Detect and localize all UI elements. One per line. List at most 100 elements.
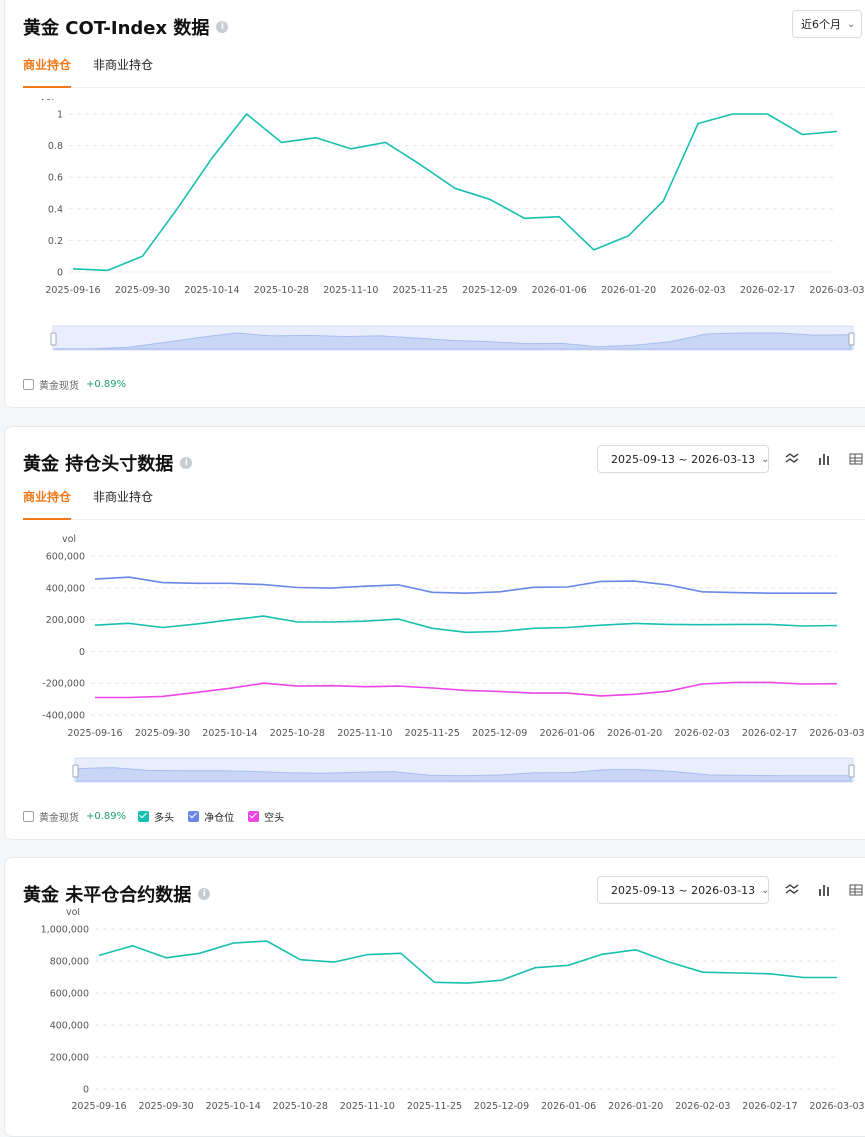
net-checkbox[interactable] xyxy=(188,811,200,822)
positions-card: 黄金 持仓头寸数据 i 2025-09-13 ~ 2026-03-13 ⌄ 商业… xyxy=(4,426,865,840)
cot-index-title-text: 黄金 COT-Index 数据 xyxy=(23,18,210,39)
positions-chart: -400,000 -200,000 0 200,000 400,000 600,000 vo… xyxy=(42,534,864,739)
x-tick-label: 2025-11-10 xyxy=(337,728,392,739)
long-checkbox[interactable] xyxy=(138,811,150,822)
date-range-picker[interactable]: 2025-09-13 ~ 2026-03-13 ⌄ xyxy=(597,445,769,473)
x-tick-label: 2025-12-09 xyxy=(472,728,527,739)
positions-zoom-slider[interactable] xyxy=(5,757,865,791)
period-select-label: 近6个月 xyxy=(801,18,841,31)
y-axis-label: vol xyxy=(40,99,54,103)
x-tick-label: 2025-10-28 xyxy=(254,285,309,296)
x-tick-label: 2026-02-03 xyxy=(675,1101,730,1112)
cot-index-title: 黄金 COT-Index 数据 i xyxy=(23,14,229,40)
info-icon[interactable]: i xyxy=(216,21,229,33)
open-interest-chart: 0 200,000 400,000 600,000 800,000 1,000,000 vo… xyxy=(41,908,865,1112)
line-chart-icon[interactable] xyxy=(784,451,800,467)
spot-checkbox[interactable] xyxy=(23,379,34,390)
tab-commercial[interactable]: 商业持仓 xyxy=(23,487,72,520)
spot-change: +0.89% xyxy=(86,811,127,822)
y-tick-label: 1,000,000 xyxy=(41,925,89,936)
long-legend-label: 多头 xyxy=(154,813,175,824)
x-tick-label: 2025-10-28 xyxy=(273,1101,328,1112)
x-tick-label: 2026-02-17 xyxy=(740,285,795,296)
table-icon[interactable] xyxy=(848,882,864,898)
x-tick-label: 2026-02-17 xyxy=(742,728,797,739)
table-icon[interactable] xyxy=(848,451,864,467)
slider-handle-left[interactable] xyxy=(72,764,79,778)
x-tick-label: 2025-11-25 xyxy=(405,728,460,739)
x-tick-label: 2025-12-09 xyxy=(462,285,517,296)
y-tick-label: -200,000 xyxy=(42,679,85,690)
series-line-series-0[interactable] xyxy=(72,113,838,272)
x-tick-label: 2026-01-20 xyxy=(608,1101,663,1112)
x-tick-label: 2025-12-09 xyxy=(474,1101,529,1112)
positions-legend: 黄金现货 +0.89% 多头 净仓位 空头 xyxy=(23,809,298,824)
date-range-text: 2025-09-13 ~ 2026-03-13 xyxy=(611,883,756,897)
x-tick-label: 2025-11-25 xyxy=(407,1101,462,1112)
y-tick-label: 0.2 xyxy=(48,236,63,247)
x-tick-label: 2025-11-10 xyxy=(340,1101,395,1112)
y-tick-label: 400,000 xyxy=(46,583,85,594)
y-tick-label: 200,000 xyxy=(46,615,85,626)
y-tick-label: 0.8 xyxy=(48,141,63,152)
cot-legend: 黄金现货 +0.89% xyxy=(23,377,138,392)
x-tick-label: 2026-03-03 xyxy=(809,285,864,296)
spot-label: 黄金现货 xyxy=(39,381,79,392)
x-tick-label: 2025-10-14 xyxy=(206,1101,261,1112)
bar-chart-icon[interactable] xyxy=(816,882,832,898)
x-tick-label: 2026-01-20 xyxy=(607,728,662,739)
series-line-空头[interactable] xyxy=(95,681,838,699)
slider-handle-left[interactable] xyxy=(50,332,57,346)
net-legend-label: 净仓位 xyxy=(204,813,235,824)
short-checkbox[interactable] xyxy=(248,811,260,822)
x-tick-label: 2025-10-14 xyxy=(202,728,257,739)
cot-index-card: 黄金 COT-Index 数据 i 近6个月 ⌄ 商业持仓 非商业持仓 0 0.2… xyxy=(4,0,865,408)
y-tick-label: 1 xyxy=(57,110,63,121)
tab-noncommercial[interactable]: 非商业持仓 xyxy=(93,58,154,72)
y-tick-label: 200,000 xyxy=(50,1053,89,1064)
positions-title: 黄金 持仓头寸数据 i xyxy=(23,450,193,476)
y-axis-label: vol xyxy=(62,534,76,545)
date-range-picker[interactable]: 2025-09-13 ~ 2026-03-13 ⌄ xyxy=(597,876,769,904)
tab-commercial[interactable]: 商业持仓 xyxy=(23,55,72,88)
open-interest-title: 黄金 未平仓合约数据 i xyxy=(23,881,211,907)
y-tick-label: 0 xyxy=(83,1085,89,1096)
info-icon[interactable]: i xyxy=(180,457,193,469)
open-interest-card: 黄金 未平仓合约数据 i 2025-09-13 ~ 2026-03-13 ⌄ 0… xyxy=(4,857,865,1137)
y-tick-label: 600,000 xyxy=(50,989,89,1000)
x-tick-label: 2025-11-25 xyxy=(393,285,448,296)
x-tick-label: 2026-02-03 xyxy=(670,285,725,296)
open-interest-title-text: 黄金 未平仓合约数据 xyxy=(23,885,192,906)
spot-checkbox[interactable] xyxy=(23,811,34,822)
y-tick-label: 800,000 xyxy=(50,957,89,968)
x-tick-label: 2026-02-17 xyxy=(742,1101,797,1112)
tab-noncommercial[interactable]: 非商业持仓 xyxy=(93,490,154,504)
info-icon[interactable]: i xyxy=(198,888,211,900)
x-tick-label: 2026-01-06 xyxy=(541,1101,596,1112)
y-tick-label: 600,000 xyxy=(46,552,85,563)
slider-handle-right[interactable] xyxy=(848,332,855,346)
x-tick-label: 2026-03-03 xyxy=(809,728,864,739)
positions-tabs: 商业持仓 非商业持仓 xyxy=(23,487,865,520)
positions-title-text: 黄金 持仓头寸数据 xyxy=(23,454,174,475)
line-chart-icon[interactable] xyxy=(784,882,800,898)
x-tick-label: 2026-03-03 xyxy=(809,1101,864,1112)
series-line-净仓位[interactable] xyxy=(94,576,837,595)
y-axis-label: vol xyxy=(66,908,80,918)
chevron-down-icon: ⌄ xyxy=(761,884,770,896)
short-legend-label: 空头 xyxy=(264,813,285,824)
slider-handle-right[interactable] xyxy=(848,764,855,778)
cot-index-chart: 0 0.2 0.4 0.6 0.8 1 vol 2025-09-16 2025-09-30 202… xyxy=(40,99,865,296)
series-line-多头[interactable] xyxy=(94,615,838,634)
x-tick-label: 2025-09-30 xyxy=(135,728,190,739)
period-select[interactable]: 近6个月 ⌄ xyxy=(792,10,862,38)
x-tick-label: 2025-10-28 xyxy=(270,728,325,739)
series-line-series-0[interactable] xyxy=(98,940,837,984)
x-tick-label: 2025-10-14 xyxy=(184,285,239,296)
bar-chart-icon[interactable] xyxy=(816,451,832,467)
chevron-down-icon: ⌄ xyxy=(847,18,856,30)
x-tick-label: 2025-09-16 xyxy=(71,1101,126,1112)
cot-zoom-slider[interactable] xyxy=(5,325,865,359)
spot-label: 黄金现货 xyxy=(39,813,79,824)
x-tick-label: 2026-02-03 xyxy=(674,728,729,739)
